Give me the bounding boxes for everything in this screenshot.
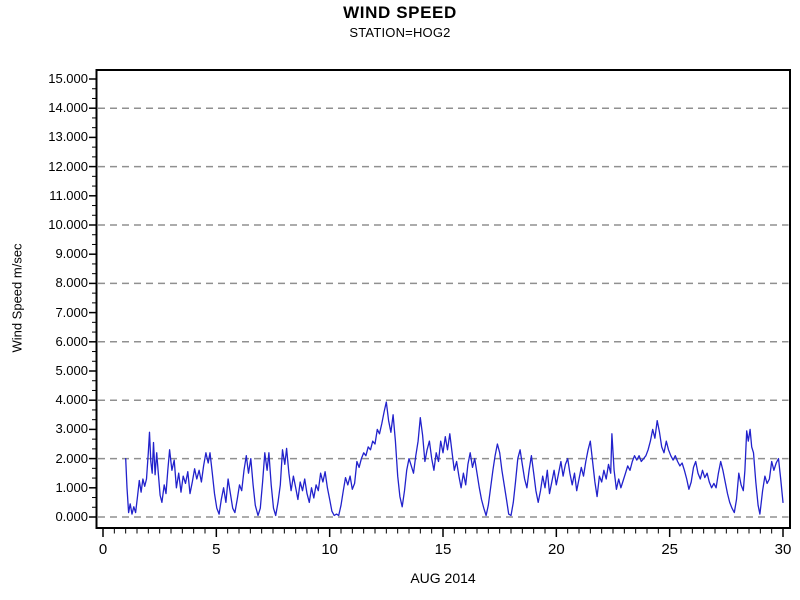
- x-tick-label: 10: [321, 541, 338, 558]
- y-tick-label: 14.000: [48, 100, 88, 116]
- x-tick-label: 20: [547, 541, 565, 558]
- y-tick-label: 2.000: [55, 450, 88, 466]
- chart-title: WIND SPEED: [343, 3, 457, 22]
- y-tick-label: 0.000: [55, 509, 88, 524]
- y-tick-label: 6.000: [55, 333, 88, 349]
- y-tick-label: 4.000: [55, 392, 88, 408]
- x-tick-label: 15: [434, 541, 452, 558]
- x-tick-label: 0: [98, 541, 108, 558]
- y-tick-label: 15.000: [48, 71, 88, 86]
- chart-subtitle: STATION=HOG2: [349, 25, 451, 40]
- x-axis-title: AUG 2014: [410, 570, 476, 586]
- y-tick-label: 5.000: [55, 363, 88, 378]
- x-tick-label: 25: [661, 541, 678, 558]
- y-axis-title: Wind Speed m/sec: [9, 243, 25, 353]
- y-tick-label: 13.000: [48, 129, 88, 145]
- wind-speed-line: [125, 401, 784, 517]
- y-tick-label: 7.000: [55, 304, 88, 320]
- y-tick-label: 8.000: [55, 275, 88, 291]
- y-tick-label: 12.000: [48, 158, 88, 174]
- y-tick-label: 1.000: [55, 479, 88, 495]
- x-tick-label: 30: [774, 541, 792, 558]
- x-tick-label: 5: [212, 541, 221, 558]
- plot-frame: [95, 69, 791, 529]
- y-tick-label: 9.000: [55, 246, 88, 262]
- y-tick-label: 11.000: [49, 187, 88, 203]
- y-tick-label: 10.000: [48, 217, 88, 232]
- y-tick-label: 3.000: [55, 421, 88, 437]
